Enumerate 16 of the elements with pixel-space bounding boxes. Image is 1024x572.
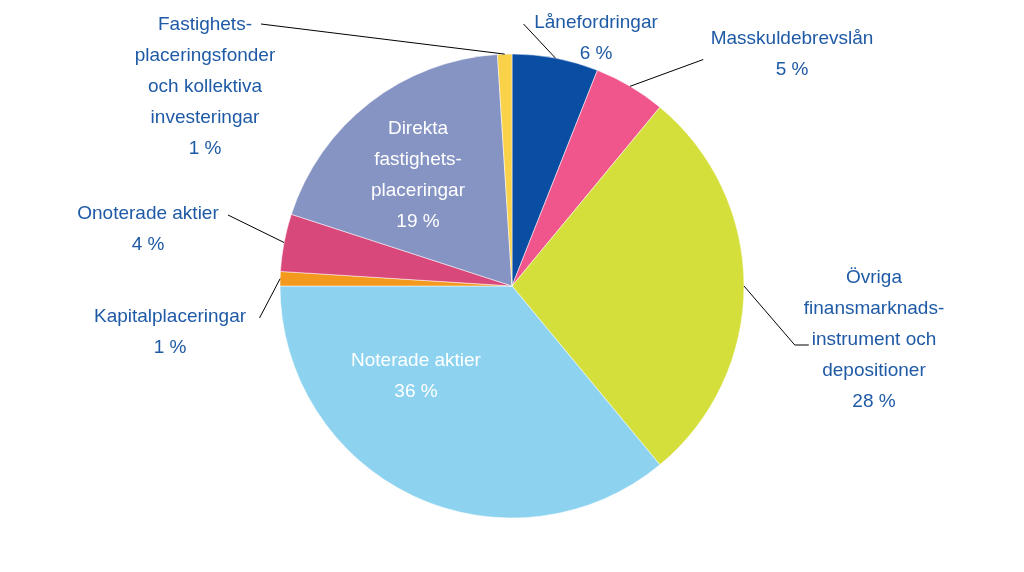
data-label: 4 % [131, 233, 165, 254]
slice-label: Noterade aktier [351, 349, 482, 370]
data-label: 1 % [153, 336, 187, 357]
data-label: 19 % [396, 210, 440, 231]
data-label: 36 % [394, 380, 438, 401]
slice-label: Direkta fastighets- placeringar [371, 117, 466, 200]
data-label: 1 % [188, 137, 222, 158]
slice-label: Övriga finansmarknads- instrument och depositioner [803, 266, 945, 380]
data-label: 5 % [775, 58, 809, 79]
slice-label: Fastighets- placeringsfonder och kollektiva investeringar [134, 13, 276, 127]
data-label: 28 % [852, 390, 896, 411]
slice-label: Kapitalplaceringar [93, 305, 247, 326]
data-label: 6 % [579, 42, 613, 63]
slice-label: Lånefordringar [534, 11, 659, 32]
slice-label: Onoterade aktier [77, 202, 220, 223]
slice-label: Masskuldebrevslån [710, 27, 874, 48]
